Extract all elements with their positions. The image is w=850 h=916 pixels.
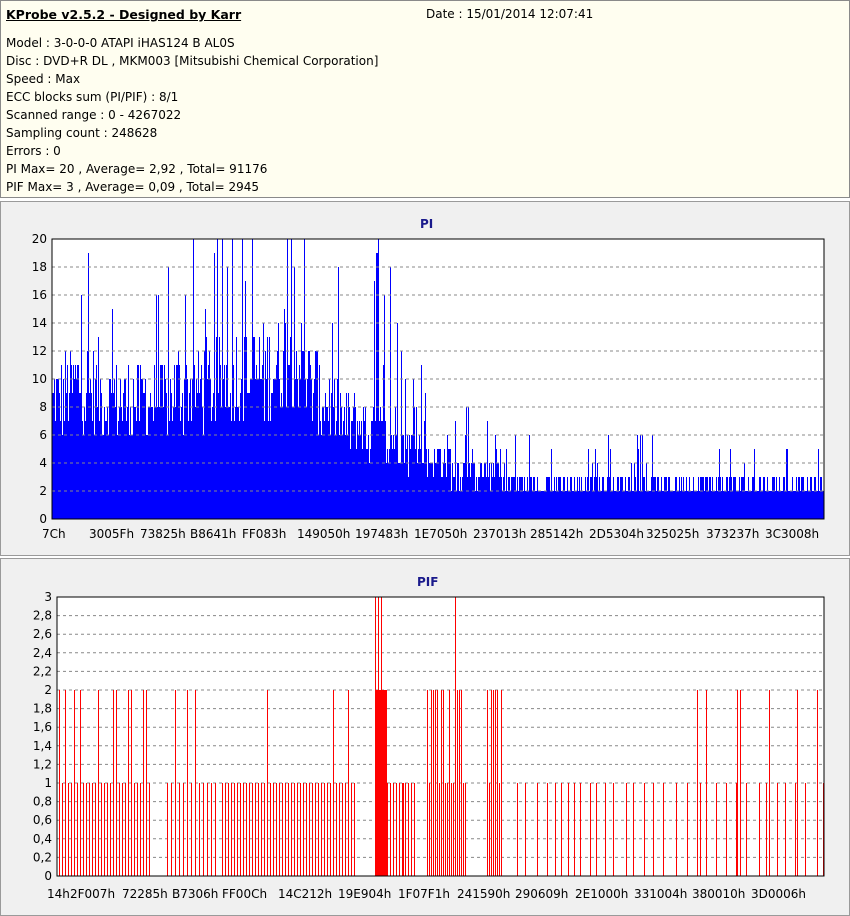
- pif-x-tick: 1F07F1h: [398, 887, 450, 901]
- pif-x-tick: 19E904h: [338, 887, 391, 901]
- pi-x-tick: 3005Fh: [89, 527, 134, 541]
- info-panel: KProbe v2.5.2 - Designed by Karr Date : …: [0, 0, 850, 198]
- pif-plot-area: [57, 597, 824, 876]
- pi-y-tick: 20: [32, 232, 47, 246]
- pi-x-tick: 149050h: [297, 527, 350, 541]
- pif-y-tick: 1: [44, 776, 52, 790]
- pif-y-tick: 2: [44, 683, 52, 697]
- pif-x-tick: 14C212h: [278, 887, 332, 901]
- pi-x-tick: 373237h: [706, 527, 759, 541]
- pif-x-tick: 290609h: [515, 887, 568, 901]
- pif-y-tick: 1,8: [33, 702, 52, 716]
- info-ecc-blocks: ECC blocks sum (PI/PIF) : 8/1: [6, 90, 179, 104]
- pif-y-tick: 1,2: [33, 757, 52, 771]
- pif-y-tick: 0: [44, 869, 52, 883]
- pif-x-tick: 72285h: [122, 887, 168, 901]
- pif-y-tick: 0,2: [33, 850, 52, 864]
- pif-y-tick: 2,2: [33, 664, 52, 678]
- info-speed: Speed : Max: [6, 72, 81, 86]
- pi-x-tick: 7Ch: [42, 527, 66, 541]
- info-pi-stats: PI Max= 20 , Average= 2,92 , Total= 9117…: [6, 162, 268, 176]
- pi-y-tick: 18: [32, 260, 47, 274]
- pif-chart-panel: PIF 0 0,2 0,4 0,6 0,8 1 1,2 1,4 1,6 1,8 2 2,2 2,4 2,6…: [0, 558, 850, 916]
- pi-y-tick: 0: [39, 512, 47, 526]
- pif-x-tick: 380010h: [692, 887, 745, 901]
- pif-y-tick: 0,4: [33, 832, 52, 846]
- pif-x-tick: FF00Ch: [222, 887, 267, 901]
- pi-y-tick: 14: [32, 316, 47, 330]
- pi-x-tick: 237013h: [473, 527, 526, 541]
- pif-y-tick: 2,8: [33, 609, 52, 623]
- info-errors: Errors : 0: [6, 144, 61, 158]
- pi-x-tick: 3C3008h: [765, 527, 819, 541]
- pi-x-tick: 73825h: [140, 527, 186, 541]
- info-disc: Disc : DVD+R DL , MKM003 [Mitsubishi Che…: [6, 54, 379, 68]
- pif-chart: 0 0,2 0,4 0,6 0,8 1 1,2 1,4 1,6 1,8 2 2,2 2,4 2,6 2,8 3…: [33, 590, 825, 901]
- pi-y-tick: 8: [39, 400, 47, 414]
- pif-x-tick: 14h: [47, 887, 70, 901]
- pi-x-tick: B8641h: [190, 527, 236, 541]
- pi-y-tick: 4: [39, 456, 47, 470]
- pi-x-tick: 1E7050h: [414, 527, 467, 541]
- pif-x-tick: 2E1000h: [575, 887, 628, 901]
- pif-plot-border: [56, 596, 825, 877]
- pif-y-tick: 3: [44, 590, 52, 604]
- pif-y-tick: 0,6: [33, 813, 52, 827]
- pi-y-tick: 10: [32, 372, 47, 386]
- pif-x-tick: 3D0006h: [751, 887, 806, 901]
- pi-plot-border: [51, 238, 825, 520]
- pi-x-tick: 325025h: [646, 527, 699, 541]
- pif-x-tick: B7306h: [172, 887, 218, 901]
- pif-x-tick: 331004h: [634, 887, 687, 901]
- pi-x-tick: 2D5304h: [589, 527, 644, 541]
- pif-y-tick: 1,6: [33, 720, 52, 734]
- scan-date: Date : 15/01/2014 12:07:41: [426, 7, 594, 21]
- info-sampling-count: Sampling count : 248628: [6, 126, 158, 140]
- app-title: KProbe v2.5.2 - Designed by Karr: [6, 7, 242, 22]
- pi-chart: 0 2 4 6 8 10 12 14 16 18 20 7Ch 3005Fh 73825h B8641h FF…: [32, 232, 825, 541]
- pi-y-tick: 6: [39, 428, 47, 442]
- pi-chart-title: PI: [420, 217, 434, 231]
- pi-x-tick: 197483h: [355, 527, 408, 541]
- pif-x-tick: 2F007h: [70, 887, 115, 901]
- pif-y-tick: 2,6: [33, 627, 52, 641]
- info-pif-stats: PIF Max= 3 , Average= 0,09 , Total= 2945: [6, 180, 259, 194]
- pi-x-tick: 285142h: [530, 527, 583, 541]
- pif-x-tick: 241590h: [457, 887, 510, 901]
- pif-chart-title: PIF: [417, 575, 439, 589]
- pi-y-tick: 12: [32, 344, 47, 358]
- pi-y-tick: 2: [39, 484, 47, 498]
- info-model: Model : 3-0-0-0 ATAPI iHAS124 B AL0S: [6, 36, 235, 50]
- pif-y-tick: 2,4: [33, 646, 52, 660]
- info-scanned-range: Scanned range : 0 - 4267022: [6, 108, 182, 122]
- pi-x-tick: FF083h: [242, 527, 286, 541]
- pif-y-tick: 0,8: [33, 795, 52, 809]
- pi-y-tick: 16: [32, 288, 47, 302]
- pi-chart-panel: PI 0 2 4 6 8 10 12 14 16 18 20 7Ch 3005Fh 73825h B8641…: [0, 201, 850, 556]
- pif-y-tick: 1,4: [33, 739, 52, 753]
